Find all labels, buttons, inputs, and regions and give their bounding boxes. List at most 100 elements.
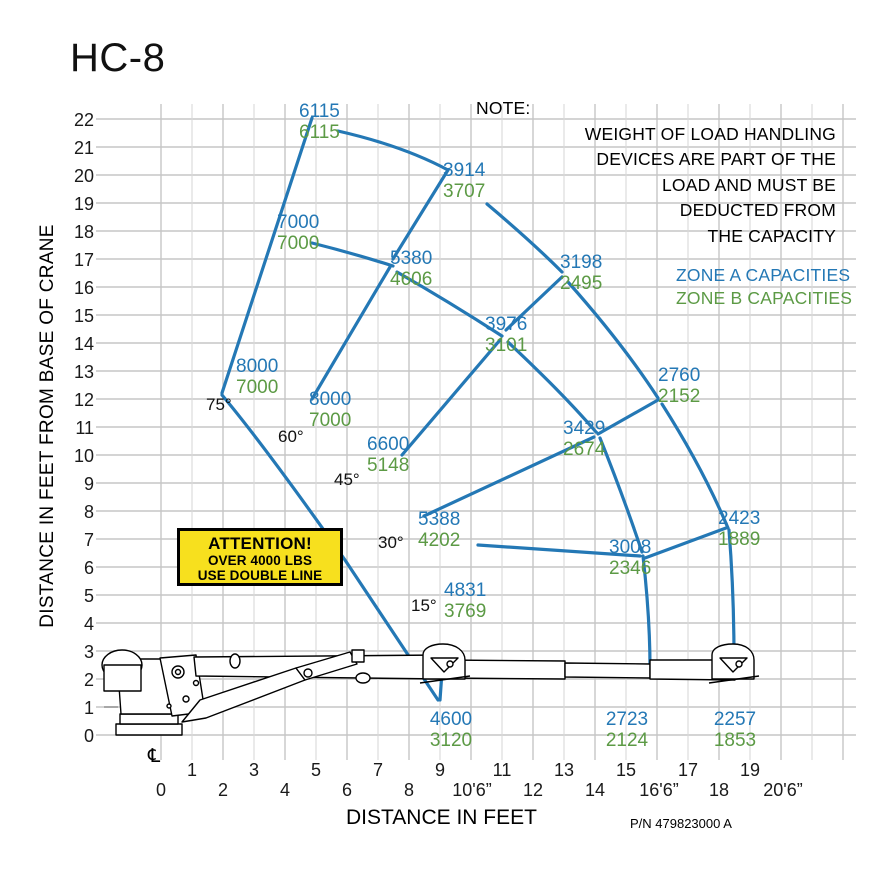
- y-tick-1: 1: [83, 698, 94, 718]
- arc-3429-3008: [598, 436, 644, 554]
- capacity-zone-b: 3769: [444, 601, 487, 622]
- capacity-zone-b: 7000: [277, 233, 320, 254]
- capacity-label-6600: 6600 5148: [367, 434, 409, 476]
- y-tick-10: 10: [73, 446, 94, 466]
- capacity-label-3198: 3198 2495: [560, 252, 602, 294]
- capacity-label-2423: 2423 1889: [718, 508, 760, 550]
- y-tick-14: 14: [73, 334, 94, 354]
- capacity-zone-b: 7000: [309, 410, 352, 431]
- capacity-zone-b: 5148: [367, 455, 410, 476]
- capacity-label-8000-outer: 8000 7000: [236, 356, 278, 398]
- x-tick-11: 11: [492, 760, 512, 780]
- note-block: NOTE: WEIGHT OF LOAD HANDLING DEVICES AR…: [476, 96, 836, 249]
- x-tick-18: 18: [708, 780, 730, 800]
- note-line-3: LOAD AND MUST BE: [661, 174, 836, 195]
- seg-2760-3429: [596, 398, 660, 436]
- part-number: P/N 479823000 A: [630, 816, 732, 831]
- arc-3976-3429: [506, 340, 598, 434]
- drop-16ft6: [641, 554, 652, 670]
- y-tick-17: 17: [73, 250, 94, 270]
- legend: ZONE A CAPACITIES ZONE B CAPACITIES: [676, 264, 852, 310]
- capacity-zone-a: 8000: [236, 356, 279, 377]
- capacity-label-4600: 4600 3120: [430, 709, 472, 751]
- capacity-zone-a: 5388: [418, 509, 461, 530]
- arc-6115-3914: [336, 129, 450, 172]
- capacity-zone-a: 4600: [429, 709, 473, 730]
- x-axis-label: DISTANCE IN FEET: [346, 806, 537, 829]
- capacity-zone-b: 7000: [236, 377, 279, 398]
- y-tick-11: 11: [75, 418, 94, 438]
- arc-3914-3198: [485, 202, 564, 274]
- y-tick-2: 2: [83, 670, 94, 690]
- y-tick-15: 15: [73, 306, 94, 326]
- arc-2760-2423: [660, 402, 730, 530]
- x-tick-6: 6: [341, 780, 353, 800]
- x-tick-16ft6: 16'6”: [639, 780, 679, 800]
- attention-line-2: OVER 4000 LBS: [207, 553, 313, 568]
- x-tick-10ft6: 10'6”: [452, 780, 492, 800]
- arc-7000-5380: [310, 241, 395, 268]
- angle-label-30: 30°: [378, 533, 404, 552]
- capacity-zone-a: 3198: [560, 252, 603, 273]
- seg-3198-3976: [504, 275, 564, 332]
- x-tick-3: 3: [248, 760, 260, 780]
- y-tick-7: 7: [83, 530, 94, 550]
- y-tick-16: 16: [73, 278, 94, 298]
- x-tick-7: 7: [372, 760, 384, 780]
- capacity-label-3976: 3976 3101: [485, 314, 527, 356]
- capacity-zone-a: 7000: [277, 212, 320, 233]
- capacity-zone-a: 3976: [485, 314, 528, 335]
- attention-title: ATTENTION!: [208, 534, 312, 553]
- zone-line-6115: [220, 116, 314, 395]
- capacity-label-2257: 2257 1853: [714, 709, 756, 751]
- note-line-2: DEVICES ARE PART OF THE: [596, 149, 836, 169]
- y-tick-9: 9: [83, 474, 94, 494]
- note-line-1: WEIGHT OF LOAD HANDLING: [584, 123, 836, 144]
- capacity-zone-b: 2495: [560, 273, 603, 294]
- capacity-label-3008: 3008 2346: [609, 537, 651, 579]
- x-tick-19: 19: [739, 760, 761, 780]
- seg-5388-3429: [422, 435, 596, 518]
- y-tick-18: 18: [73, 222, 94, 242]
- x-tick-12: 12: [522, 780, 544, 800]
- x-tick-8: 8: [403, 780, 415, 800]
- capacity-zone-b: 4606: [390, 269, 433, 290]
- y-tick-6: 6: [83, 558, 94, 578]
- angle-label-45: 45°: [334, 470, 360, 489]
- x-tick-13: 13: [553, 760, 575, 780]
- capacity-label-7000: 7000 7000: [277, 212, 319, 254]
- arc-3198-2760: [566, 280, 660, 400]
- capacity-label-3914: 3914 3707: [443, 160, 485, 202]
- seg-6600-3976: [400, 338, 502, 457]
- angle-label-60: 60°: [278, 427, 304, 446]
- note-line-5: THE CAPACITY: [707, 225, 836, 246]
- x-tick-2: 2: [217, 780, 229, 800]
- capacity-zone-b: 3101: [485, 335, 528, 356]
- angle-label-75: 75°: [206, 395, 232, 414]
- y-tick-4: 4: [83, 614, 94, 634]
- capacity-zone-b: 2346: [609, 558, 652, 579]
- y-tick-0: 0: [83, 726, 94, 746]
- y-tick-3: 3: [83, 642, 94, 662]
- capacity-label-5380: 5380 4606: [390, 248, 432, 290]
- capacity-zone-a: 6600: [367, 434, 410, 455]
- y-tick-21: 21: [73, 138, 94, 158]
- capacity-zone-a: 4831: [444, 580, 487, 601]
- page-title: HC-8: [70, 36, 166, 80]
- arc-5380-3976: [395, 270, 504, 338]
- x-tick-5: 5: [310, 760, 322, 780]
- capacity-zone-b: 4202: [418, 530, 461, 551]
- crane-illustration: [101, 643, 760, 736]
- capacity-zone-a: 2257: [713, 709, 757, 730]
- capacity-zone-a: 3914: [443, 160, 486, 181]
- capacity-zone-b: 1853: [713, 730, 757, 751]
- capacity-zone-b: 3120: [429, 730, 473, 751]
- capacity-zone-a: 2760: [658, 365, 701, 386]
- capacity-zone-a: 8000: [309, 389, 352, 410]
- y-axis-label: DISTANCE IN FEET FROM BASE OF CRANE: [37, 224, 58, 628]
- y-tick-12: 12: [73, 390, 94, 410]
- x-tick-15: 15: [615, 760, 637, 780]
- capacity-zone-a: 2423: [718, 508, 761, 529]
